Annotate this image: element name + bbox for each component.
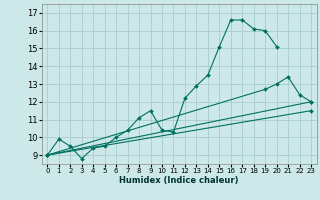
X-axis label: Humidex (Indice chaleur): Humidex (Indice chaleur) (119, 176, 239, 185)
